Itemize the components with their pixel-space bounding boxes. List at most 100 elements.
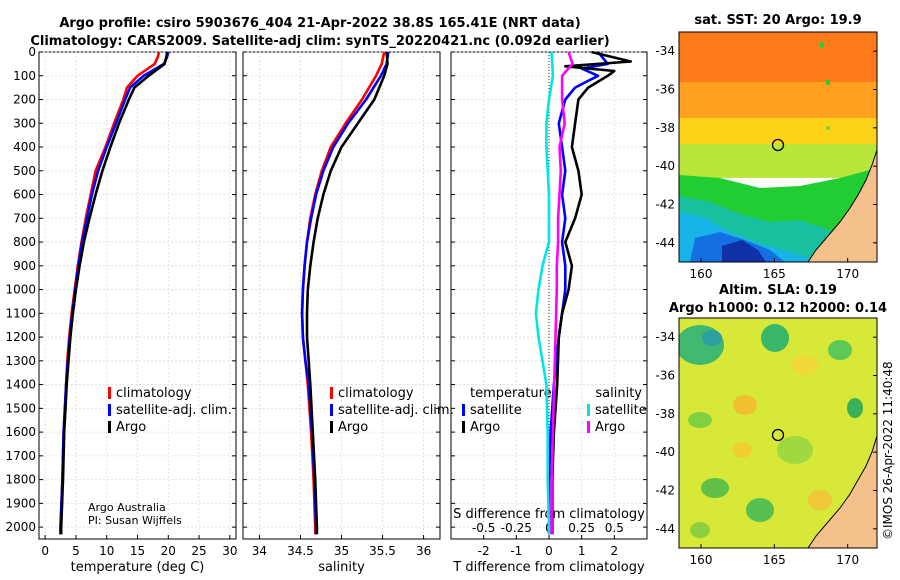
series-line-salinity-satellite [534, 51, 555, 535]
y-tick-label: 300 [13, 116, 36, 130]
y-tick-label: 400 [13, 140, 36, 154]
sst-band-orange [679, 82, 877, 122]
map-y-tick-label: -40 [655, 445, 675, 459]
legend-swatch [330, 404, 333, 416]
y-tick-label: 1900 [5, 496, 36, 510]
credit-line1: Argo Australia [88, 501, 166, 514]
x-tick-label: 30 [222, 544, 237, 558]
series-line-temperature-argo [551, 50, 632, 535]
x-tick-label: 34 [252, 544, 267, 558]
sla-blob [746, 498, 774, 522]
map-x-tick-label: 160 [690, 267, 713, 281]
y-tick-label: 1000 [5, 283, 36, 297]
y-tick-label: 700 [13, 211, 36, 225]
sst-band-darkblue [722, 240, 766, 262]
x-tick-label: 1 [578, 544, 586, 558]
legend-swatch [462, 404, 465, 416]
y-tick-label: 1500 [5, 401, 36, 415]
series-line-argo [305, 51, 389, 535]
salinity-diff-tick-label: -0.25 [501, 521, 532, 535]
map-y-tick-label: -42 [655, 484, 675, 498]
figure-title-line2: Climatology: CARS2009. Satellite-adj cli… [30, 34, 609, 49]
x-tick-label: 34.5 [287, 544, 314, 558]
sla-argo-marker [771, 428, 785, 442]
sla-blob [847, 398, 863, 418]
x-tick-label: 35 [334, 544, 349, 558]
y-tick-label: 1700 [5, 449, 36, 463]
x-tick-label: -2 [478, 544, 490, 558]
x-axis-label: temperature (deg C) [71, 560, 205, 575]
sla-coast-land [807, 435, 877, 548]
legend-label: climatology [116, 386, 192, 401]
map-x-tick-label: 165 [763, 267, 786, 281]
legend-label: satellite [470, 403, 522, 418]
x-tick-label: 20 [161, 544, 176, 558]
map-y-tick-label: -34 [655, 44, 675, 58]
sst-band-lime [679, 144, 877, 178]
sla-blob [702, 330, 722, 346]
sst-coast-land [807, 149, 877, 262]
map-y-tick-label: -44 [655, 522, 675, 536]
y-tick-label: 600 [13, 188, 36, 202]
sla-map: Altim. SLA: 0.19 Argo h1000: 0.12 h2000:… [655, 283, 887, 567]
sla-map-frame [678, 317, 878, 549]
sst-green-pixel [820, 42, 824, 48]
series-line-salinity-argo [550, 51, 574, 535]
salinity-diff-tick-label: 0.25 [568, 521, 595, 535]
y-tick-label: 1800 [5, 473, 36, 487]
x-tick-label: 15 [130, 544, 145, 558]
x-tick-label: 0 [41, 544, 49, 558]
map-y-tick-label: -34 [655, 330, 675, 344]
sla-map-title-line2: Argo h1000: 0.12 h2000: 0.14 [669, 301, 887, 316]
map-y-tick-label: -38 [655, 407, 675, 421]
legend-label: Argo [595, 420, 625, 435]
x-tick-label: 10 [99, 544, 114, 558]
map-y-tick-label: -36 [655, 83, 675, 97]
y-tick-label: 1600 [5, 425, 36, 439]
legend-swatch [108, 404, 111, 416]
salinity-diff-tick-label: 0.5 [605, 521, 624, 535]
sla-map-title-line1: Altim. SLA: 0.19 [719, 283, 837, 298]
y-tick-label: 500 [13, 164, 36, 178]
sla-blob [732, 442, 752, 458]
legend-title-temperature: temperature [470, 386, 552, 401]
legend-label: satellite-adj. clim. [116, 403, 232, 418]
credit-line2: PI: Susan Wijffels [88, 514, 182, 527]
sst-map-title: sat. SST: 20 Argo: 19.9 [694, 13, 861, 28]
sst-band-yellow [679, 118, 877, 148]
sla-blob [791, 355, 819, 375]
sst-map: sat. SST: 20 Argo: 19.9 160 165 170 -34 -36 -… [655, 13, 878, 281]
map-y-tick-label: -36 [655, 369, 675, 383]
legend-swatch [330, 421, 333, 433]
x-axis-label: T difference from climatology [452, 560, 645, 575]
sla-blob [828, 340, 852, 360]
legend-swatch [330, 387, 333, 399]
sla-blob [761, 324, 789, 352]
legend-label: Argo [470, 420, 500, 435]
sst-argo-marker [771, 138, 785, 152]
legend-swatch [587, 421, 590, 433]
sla-blob [808, 490, 832, 510]
x-tick-label: -1 [510, 544, 522, 558]
sla-blob [688, 412, 712, 428]
map-x-tick-label: 170 [836, 267, 859, 281]
map-y-tick-label: -40 [655, 159, 675, 173]
map-x-tick-label: 170 [836, 553, 859, 567]
y-tick-label: 2000 [5, 520, 36, 534]
legend-swatch [108, 387, 111, 399]
x-tick-label: 25 [191, 544, 206, 558]
legend-label: Argo [338, 420, 368, 435]
y-tick-label: 1300 [5, 354, 36, 368]
sst-green-pixel [826, 126, 830, 130]
y-tick-label: 200 [13, 93, 36, 107]
series-line-temperature-satellite [547, 51, 610, 535]
legend-swatch [108, 421, 111, 433]
legend-label: satellite [595, 403, 647, 418]
legend-label: satellite-adj. clim. [338, 403, 454, 418]
imos-watermark: ©IMOS 26-Apr-2022 11:40:48 [881, 361, 895, 540]
sla-blob [777, 436, 813, 464]
y-tick-label: 0 [28, 45, 36, 59]
legend-label: climatology [338, 386, 414, 401]
x-tick-label: 0 [545, 544, 553, 558]
